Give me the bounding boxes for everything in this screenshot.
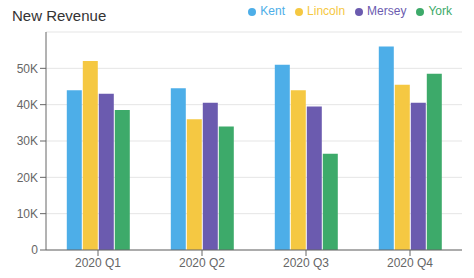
svg-text:2020 Q3: 2020 Q3 (283, 256, 329, 270)
html-text:Mersey: Mersey (367, 4, 407, 18)
svg-text:40K: 40K (17, 98, 38, 112)
html-text:Kent: Kent (260, 4, 285, 18)
html-text:New Revenue: New Revenue (12, 7, 107, 24)
html-text:York: York (428, 4, 452, 18)
svg-text:2020 Q4: 2020 Q4 (387, 256, 433, 270)
svg-text:2020 Q1: 2020 Q1 (75, 256, 121, 270)
svg-text:2020 Q2: 2020 Q2 (179, 256, 225, 270)
svg-text:30K: 30K (17, 134, 38, 148)
svg-text:10K: 10K (17, 207, 38, 221)
svg-text:50K: 50K (17, 62, 38, 76)
html-text:Lincoln: Lincoln (307, 4, 346, 18)
svg-text:0: 0 (31, 243, 38, 257)
svg-text:20K: 20K (17, 171, 38, 185)
